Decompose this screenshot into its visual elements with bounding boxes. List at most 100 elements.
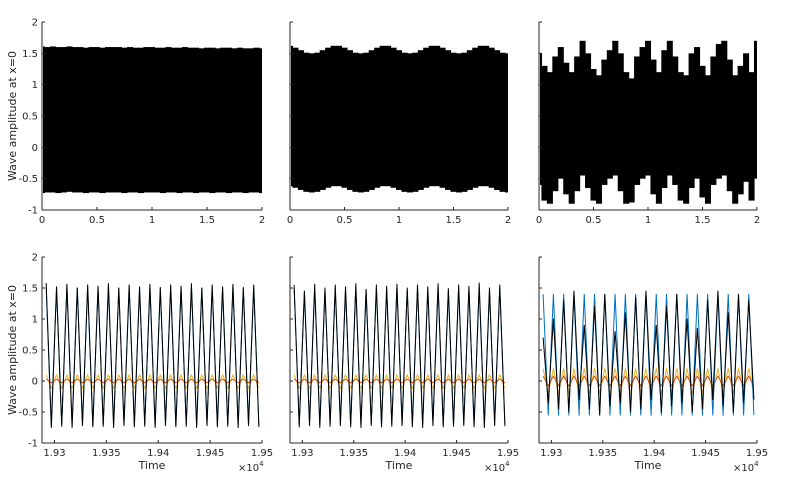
y-tick-label: -0.5 xyxy=(18,174,38,185)
envelope xyxy=(60,47,68,193)
envelope xyxy=(43,46,46,194)
x-tick-label: 1.94 xyxy=(394,448,416,459)
x-tick-label: 1.5 xyxy=(695,215,711,226)
envelope xyxy=(132,47,139,193)
x-tick-label: 2 xyxy=(259,215,265,226)
envelope xyxy=(203,47,211,193)
x-tick-label: 0.5 xyxy=(586,215,602,226)
envelope xyxy=(253,47,260,193)
envelope xyxy=(159,47,167,194)
envelope xyxy=(439,47,446,188)
envelope xyxy=(44,47,51,193)
envelope xyxy=(466,50,473,190)
panel: 1.93 1.935 1.94 1.945 1.95 Time ×104 xyxy=(538,256,768,474)
x-axis-label: Time xyxy=(634,459,662,472)
envelope xyxy=(661,50,668,189)
envelope xyxy=(494,50,501,190)
x-tick-label: 0.5 xyxy=(89,215,105,226)
x-scale-label: ×104 xyxy=(484,460,510,474)
x-tick-label: 1.94 xyxy=(147,448,169,459)
x-tick-label: 1.93 xyxy=(43,448,65,459)
envelope xyxy=(628,78,635,203)
x-tick-label: 1.935 xyxy=(588,448,617,459)
series-line xyxy=(45,378,260,384)
envelope xyxy=(601,59,608,185)
envelope xyxy=(634,56,641,185)
envelope xyxy=(406,53,413,193)
y-tick-label: 1 xyxy=(32,315,38,326)
envelope xyxy=(504,53,508,193)
x-scale-label: ×104 xyxy=(238,460,264,474)
envelope xyxy=(292,47,299,188)
envelope xyxy=(677,72,684,201)
x-tick-label: 1.945 xyxy=(442,448,471,459)
envelope xyxy=(137,47,145,194)
envelope xyxy=(247,48,255,193)
envelope xyxy=(541,65,548,201)
envelope xyxy=(563,62,570,195)
panel: 0 0.5 1 1.5 2 xyxy=(536,21,760,226)
envelope xyxy=(181,47,189,193)
x-scale-base: ×10 xyxy=(484,463,505,474)
series-line xyxy=(542,290,755,416)
envelope xyxy=(143,47,150,193)
x-tick-label: 1.93 xyxy=(540,448,562,459)
y-tick-label: -0.5 xyxy=(18,408,38,419)
envelope xyxy=(445,50,452,190)
envelope xyxy=(390,47,397,188)
envelope xyxy=(710,56,717,185)
envelope xyxy=(165,47,172,193)
envelope xyxy=(595,75,602,204)
envelope xyxy=(148,47,156,193)
series-line xyxy=(293,282,506,428)
envelope xyxy=(325,47,332,188)
envelope xyxy=(623,72,630,204)
envelope xyxy=(639,47,646,179)
series-line xyxy=(45,374,260,389)
envelope xyxy=(198,48,205,193)
envelope xyxy=(126,47,134,193)
x-axis-label: Time xyxy=(138,459,166,472)
x-scale-base: ×10 xyxy=(733,463,754,474)
envelope xyxy=(726,59,733,192)
envelope xyxy=(303,52,310,192)
x-tick-label: 1 xyxy=(149,215,155,226)
x-tick-label: 1.93 xyxy=(291,448,313,459)
x-scale-power: 4 xyxy=(754,460,759,468)
x-scale-power: 4 xyxy=(505,460,510,468)
envelope xyxy=(488,47,495,188)
envelope xyxy=(363,52,370,192)
envelope xyxy=(617,53,624,192)
envelope xyxy=(297,50,304,190)
y-axis-label: Wave amplitude at x=0 xyxy=(6,51,19,181)
envelope xyxy=(455,53,462,193)
x-axis-label: Time xyxy=(385,459,413,472)
envelope xyxy=(585,53,592,189)
envelope xyxy=(499,52,506,192)
envelope xyxy=(379,45,386,187)
envelope xyxy=(743,53,750,182)
envelope xyxy=(672,56,679,185)
x-tick-label: 1 xyxy=(645,215,651,226)
envelope xyxy=(450,52,457,192)
envelope xyxy=(748,72,755,201)
envelope xyxy=(412,52,419,192)
x-tick-label: 0 xyxy=(536,215,542,226)
envelope xyxy=(568,72,575,204)
panel: 1.93 1.935 1.94 1.945 1.95 Time ×104 xyxy=(289,256,519,474)
envelope xyxy=(753,40,757,179)
series-line xyxy=(293,374,506,389)
panel: -1 -0.5 0 0.5 1 1.5 2 0 0.5 1 1.5 2 Wave amplitude a… xyxy=(6,18,265,227)
envelope xyxy=(104,47,112,193)
envelope xyxy=(330,45,337,187)
envelope xyxy=(385,45,392,187)
envelope xyxy=(434,45,441,187)
envelope xyxy=(346,50,353,190)
envelope xyxy=(374,47,381,188)
x-tick-label: 1.935 xyxy=(339,448,368,459)
x-tick-label: 1.95 xyxy=(746,448,768,459)
envelope xyxy=(650,59,657,195)
envelope xyxy=(644,40,652,176)
panel: 0 0.5 1 1.5 2 xyxy=(287,21,511,226)
envelope xyxy=(683,75,690,204)
